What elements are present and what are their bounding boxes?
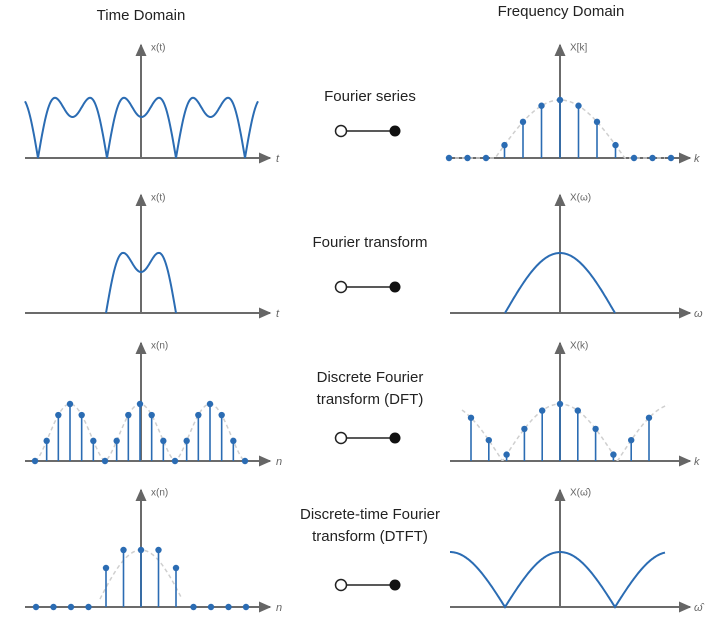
stem-dot [521,425,528,433]
envelope [455,99,665,159]
stem-dot [556,400,564,408]
stem-dot [592,425,599,433]
transform-label: transform (DFT) [317,391,424,408]
signal [105,251,177,314]
stem-dot [113,437,120,445]
stem-dot [120,546,127,554]
axis-label: X(ω) [570,193,591,204]
stem-dot [242,603,250,611]
transform-label: Fourier transform [312,234,427,251]
stem-dot [667,154,675,162]
filled-dot [389,125,401,137]
axis-label: k [694,456,700,468]
stem-dot [78,411,85,419]
stem-dot [467,414,475,421]
stem-dot [628,436,635,444]
stem-dot [503,451,510,458]
stem-dot [519,118,527,126]
stem-dot [43,437,50,445]
stem-dot [172,564,180,572]
stem-dot [593,118,601,126]
stem-dot [31,457,39,465]
stem-dot [160,437,167,445]
axis-label: X(k) [570,341,588,352]
stem-dot [225,603,232,611]
stem-dot [67,603,75,611]
transform-label: transform (DTFT) [312,528,428,545]
stem-dot [501,141,508,149]
filled-dot [389,579,401,591]
stem-dot [171,457,179,465]
axis-label: ω̂ [694,602,705,614]
stem-dot [218,411,225,419]
stem-dot [148,411,155,419]
stem-dot [207,603,215,611]
stem-dot [55,411,62,419]
axis-label: x(n) [151,488,168,499]
stem-dot [183,437,190,445]
stem-dot [101,457,109,465]
stem-dot [464,154,471,162]
spectrum [504,252,616,314]
spectrum [450,551,666,609]
axis-label: n [276,602,282,614]
open-dot [334,431,348,445]
axis-label: x(t) [151,43,165,54]
open-dot [334,280,348,294]
axis-label: t [276,153,280,165]
stem-dot [32,603,40,611]
stem-dot [206,400,214,408]
stem-dot [649,154,656,162]
stem-dot [85,603,92,611]
stem-dot [539,407,546,414]
filled-dot [389,432,401,444]
stem-dot [574,407,581,414]
stem-dot [90,437,97,445]
open-dot [334,124,348,138]
axis-label: ω [694,308,703,320]
transform-label: Fourier series [324,88,416,105]
axis-label: n [276,456,282,468]
transform-label: Discrete Fourier [317,369,424,386]
stem-dot [445,154,453,162]
axis-label: k [694,153,700,165]
stem-dot [190,603,197,611]
signal [24,96,259,159]
stem-dot [125,411,132,419]
filled-dot [389,281,401,293]
column-header: Time Domain [97,7,186,24]
axis-label: x(t) [151,193,165,204]
axis-label: t [276,308,280,320]
stem-dot [485,436,492,444]
stem-dot [610,451,617,458]
stem-dot [612,141,619,149]
stem-dot [102,564,110,572]
stem-dot [575,102,582,109]
open-dot [334,578,348,592]
stem-dot [137,546,145,554]
axis-label: x(n) [151,341,168,352]
transform-label: Discrete-time Fourier [300,506,440,523]
axis-label: X[k] [570,43,587,54]
stem-dot [195,411,202,419]
stem-dot [556,96,564,104]
stem-dot [66,400,74,408]
stem-dot [230,437,237,445]
axis-label: X(ω̂) [570,487,591,499]
envelope [461,403,669,461]
stem-dot [241,457,249,465]
stem-dot [630,154,638,162]
stem-dot [538,102,545,109]
stem-dot [155,546,162,554]
stem-dot [136,400,144,408]
stem-dot [482,154,490,162]
stem-dot [50,603,57,611]
stem-dot [645,414,653,421]
column-header: Frequency Domain [498,3,625,20]
